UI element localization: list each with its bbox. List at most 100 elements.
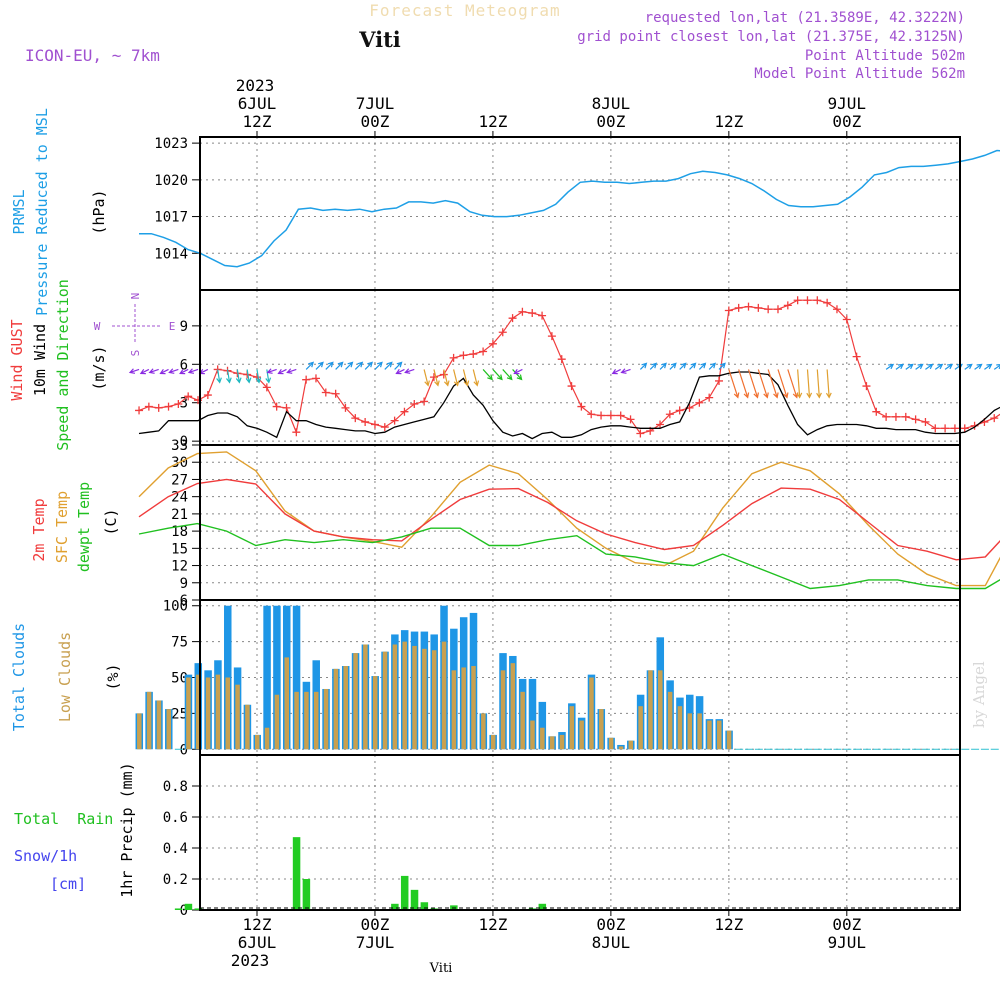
gust-marker bbox=[616, 411, 625, 420]
total-clouds-label: Total Clouds bbox=[10, 623, 28, 731]
y-tick-label: 6 bbox=[180, 357, 188, 373]
low-cloud-bar bbox=[697, 713, 702, 750]
wind-arrow bbox=[139, 368, 150, 375]
y-tick-label: 6 bbox=[180, 593, 188, 609]
y-tick-label: 3 bbox=[180, 396, 188, 412]
wind-arrow bbox=[777, 369, 789, 399]
rain-bar bbox=[194, 908, 203, 910]
wind-arrow bbox=[453, 369, 460, 387]
bottom-hour-label: 00Z bbox=[361, 915, 390, 934]
wind-arrow bbox=[974, 363, 983, 370]
wind-arrow bbox=[443, 369, 450, 387]
total-cloud-bar bbox=[273, 605, 281, 750]
wind-arrow bbox=[944, 363, 954, 370]
rain-bar bbox=[400, 875, 409, 910]
dewpt-label: dewpt Temp bbox=[75, 482, 93, 572]
gust-marker bbox=[606, 411, 615, 420]
rain-bar bbox=[391, 903, 399, 910]
gust-marker bbox=[341, 403, 350, 412]
gust-marker bbox=[626, 415, 635, 424]
total-cloud-bar bbox=[528, 678, 537, 750]
prmsl-desc-label: Pressure Reduced to MSL bbox=[33, 108, 51, 316]
y-tick-label: 33 bbox=[171, 438, 188, 454]
y-tick-label: 1014 bbox=[154, 246, 188, 262]
y-tick-label: 75 bbox=[171, 635, 188, 651]
gust-marker bbox=[547, 332, 556, 341]
wind-arrow bbox=[757, 369, 769, 399]
low-cloud-bar bbox=[717, 720, 722, 750]
wind-arrow bbox=[728, 369, 740, 399]
wind-arrow bbox=[168, 368, 179, 374]
y-tick-label: 100 bbox=[163, 599, 188, 615]
precip-unit: 1hr Precip (mm) bbox=[118, 762, 136, 897]
wind-arrow bbox=[423, 369, 430, 387]
top-year-label: 2023 bbox=[236, 76, 275, 95]
wind-arrow bbox=[659, 362, 667, 370]
low-cloud-bar bbox=[156, 700, 162, 750]
gust-marker bbox=[174, 400, 183, 409]
wind-arrow bbox=[649, 362, 658, 370]
gust-marker bbox=[587, 410, 596, 419]
gust-marker bbox=[449, 353, 458, 362]
wind-y-axis: 0 3 6 9 bbox=[180, 319, 200, 450]
requested-coords: requested lon,lat (21.3589E, 42.3222N) bbox=[645, 10, 965, 26]
low-cloud-bar bbox=[618, 746, 624, 750]
gust-marker bbox=[469, 350, 478, 359]
gust-marker bbox=[823, 298, 832, 307]
gust-marker bbox=[636, 429, 645, 438]
temp2m-series-line bbox=[138, 478, 1000, 561]
low-cloud-bar bbox=[431, 650, 437, 750]
y-tick-label: 15 bbox=[171, 541, 188, 557]
wind-arrow bbox=[825, 369, 832, 399]
low-cloud-bar bbox=[608, 737, 614, 750]
wind-arrow bbox=[384, 361, 393, 370]
total-cloud-bar bbox=[263, 605, 271, 750]
y-tick-label: 9 bbox=[180, 319, 188, 335]
low-cloud-bar bbox=[245, 704, 250, 750]
wind-arrow bbox=[148, 368, 159, 374]
y-tick-label: 1017 bbox=[154, 210, 188, 226]
low-cloud-bar bbox=[205, 677, 211, 750]
compass-rose: N S W E bbox=[94, 293, 176, 357]
gust-marker bbox=[321, 388, 330, 397]
wind-arrow bbox=[895, 363, 904, 370]
wind-arrow bbox=[738, 369, 750, 399]
gust-marker bbox=[203, 391, 212, 400]
faint-title: Forecast Meteogram bbox=[369, 1, 560, 20]
gust-marker bbox=[715, 376, 724, 385]
low-cloud-bar bbox=[323, 688, 329, 750]
gust-marker bbox=[508, 314, 517, 323]
gust-marker bbox=[695, 398, 704, 407]
pressure-panel: PRMSL Pressure Reduced to MSL (hPa) 1014… bbox=[10, 108, 1000, 316]
cloud-bars bbox=[135, 605, 999, 750]
clouds-unit: (%) bbox=[104, 663, 122, 690]
gust-marker bbox=[921, 417, 930, 426]
y-tick-label: 30 bbox=[171, 455, 188, 471]
rain-bar bbox=[410, 889, 419, 910]
low-cloud-bar bbox=[392, 644, 398, 750]
low-cloud-bar bbox=[461, 667, 466, 750]
precip-panel: Total Rain Snow/1h [cm] 1hr Precip (mm) … bbox=[14, 754, 961, 919]
total-cloud-bar bbox=[292, 605, 301, 750]
dewpt-series-line bbox=[138, 522, 1000, 590]
gust-marker bbox=[538, 311, 547, 320]
low-cloud-bar bbox=[707, 720, 712, 750]
y-tick-label: 50 bbox=[171, 671, 188, 687]
gust-marker bbox=[498, 328, 507, 337]
gust-marker bbox=[862, 382, 871, 391]
pressure-unit: (hPa) bbox=[90, 189, 108, 234]
low-cloud-bar bbox=[441, 641, 447, 750]
wind-arrow bbox=[462, 369, 470, 387]
rain-bar bbox=[420, 902, 429, 910]
wind-arrow bbox=[905, 363, 914, 370]
wind-arrow bbox=[245, 369, 252, 384]
gust-marker bbox=[960, 424, 969, 433]
low-cloud-bar bbox=[382, 651, 388, 750]
gust-marker bbox=[144, 402, 153, 411]
wind-arrow bbox=[159, 368, 169, 375]
gust-marker bbox=[901, 412, 910, 421]
low-cloud-bar bbox=[235, 684, 240, 750]
wind-arrow bbox=[354, 361, 364, 370]
